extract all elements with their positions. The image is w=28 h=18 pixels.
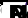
- Bar: [26, 15, 27, 16]
- Bar: [24, 15, 26, 16]
- Text: C: C: [3, 4, 21, 18]
- Bar: [13, 15, 15, 16]
- Legend: Cambrian, Paleozoic, Modern, Unassigned: Cambrian, Paleozoic, Modern, Unassigned: [17, 16, 28, 18]
- Text: Ng: Ng: [7, 4, 28, 18]
- Text: Pg: Pg: [7, 4, 28, 18]
- Bar: [10, 15, 13, 16]
- Text: K: K: [12, 4, 28, 18]
- Text: S: S: [0, 4, 16, 18]
- Bar: [18, 15, 20, 16]
- Text: J: J: [14, 4, 23, 18]
- Text: Tr: Tr: [4, 4, 28, 18]
- Text: Cm: Cm: [0, 4, 25, 18]
- Bar: [7, 15, 8, 16]
- Bar: [2, 15, 5, 16]
- Bar: [5, 15, 7, 16]
- Text: O: O: [0, 4, 16, 18]
- Bar: [8, 15, 10, 16]
- Bar: [15, 15, 18, 16]
- Text: D: D: [0, 4, 19, 18]
- Bar: [20, 15, 24, 16]
- Text: P: P: [5, 4, 23, 18]
